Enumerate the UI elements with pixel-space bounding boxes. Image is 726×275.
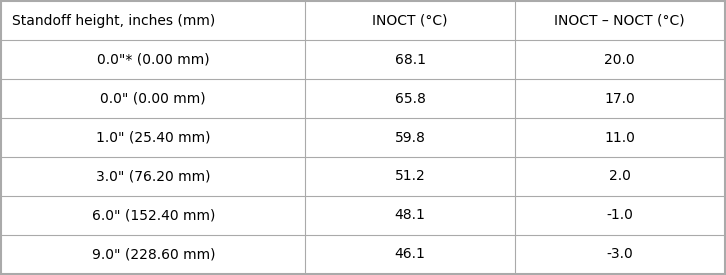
Text: INOCT – NOCT (°C): INOCT – NOCT (°C) [555,14,685,28]
Text: 0.0" (0.00 mm): 0.0" (0.00 mm) [100,92,206,106]
Text: Standoff height, inches (mm): Standoff height, inches (mm) [12,14,216,28]
Text: 2.0: 2.0 [609,169,631,183]
Text: 1.0" (25.40 mm): 1.0" (25.40 mm) [96,131,211,144]
Text: 68.1: 68.1 [394,53,425,67]
Text: 17.0: 17.0 [604,92,635,106]
Text: 0.0"* (0.00 mm): 0.0"* (0.00 mm) [97,53,210,67]
Text: 59.8: 59.8 [394,131,425,144]
Text: 11.0: 11.0 [604,131,635,144]
Text: -1.0: -1.0 [606,208,633,222]
Text: 3.0" (76.20 mm): 3.0" (76.20 mm) [96,169,211,183]
Text: 9.0" (228.60 mm): 9.0" (228.60 mm) [91,247,215,261]
Text: 20.0: 20.0 [605,53,635,67]
Text: INOCT (°C): INOCT (°C) [372,14,448,28]
Text: 51.2: 51.2 [395,169,425,183]
Text: 46.1: 46.1 [394,247,425,261]
Text: 48.1: 48.1 [394,208,425,222]
Text: 65.8: 65.8 [394,92,425,106]
Text: 6.0" (152.40 mm): 6.0" (152.40 mm) [91,208,215,222]
Text: -3.0: -3.0 [606,247,633,261]
